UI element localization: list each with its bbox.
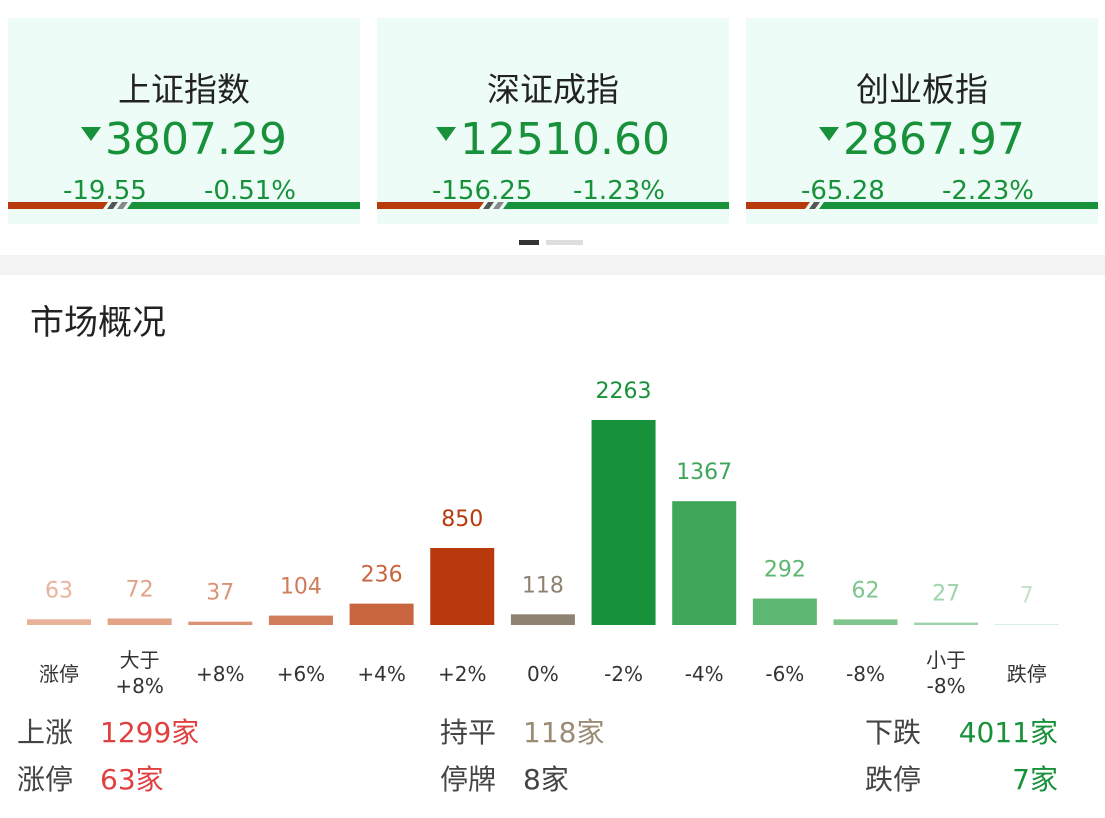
ratio-bar xyxy=(8,202,360,209)
value-label: 7 xyxy=(1020,583,1034,608)
category-label: 0% xyxy=(527,662,559,686)
index-value: 12510.60 xyxy=(377,114,729,166)
index-name: 上证指数 xyxy=(118,70,250,109)
summary-label: 停牌 xyxy=(440,763,497,796)
value-label: 63 xyxy=(45,578,73,603)
bar xyxy=(914,622,979,625)
summary-value: 63家 xyxy=(100,763,164,796)
value-label: 27 xyxy=(932,582,960,607)
value-label: 292 xyxy=(764,558,806,583)
bar xyxy=(107,618,172,625)
category-label: +8% xyxy=(196,662,245,686)
category-label: -4% xyxy=(684,662,724,686)
index-pct: -0.51% xyxy=(204,176,296,206)
value-label: 1367 xyxy=(676,460,732,485)
index-pct: -1.23% xyxy=(573,176,665,206)
value-label: 2263 xyxy=(596,379,652,404)
ratio-bar xyxy=(377,202,729,209)
down-arrow xyxy=(81,127,102,141)
bar xyxy=(994,624,1059,625)
index-pct: -2.23% xyxy=(942,176,1034,206)
summary-label: 上涨 xyxy=(17,716,74,749)
ratio-bar xyxy=(746,202,1098,209)
summary-label: 持平 xyxy=(440,716,497,749)
bar xyxy=(349,603,414,625)
bar xyxy=(672,501,737,625)
index-value-text: 12510.60 xyxy=(460,114,670,165)
value-label: 104 xyxy=(280,575,322,600)
index-change: -19.55 xyxy=(63,176,147,206)
bar-chart: 63 72 37 104 236 850 118 2263 1367 292 62 27 7 xyxy=(27,379,1059,625)
summary-value: 118家 xyxy=(523,716,605,749)
index-change: -156.25 xyxy=(432,176,533,206)
bar xyxy=(833,619,898,625)
page-indicator xyxy=(519,240,583,245)
category-label: 跌停 xyxy=(1006,662,1047,686)
category-label: +6% xyxy=(276,662,326,686)
index-value-text: 3807.29 xyxy=(105,114,287,165)
separator xyxy=(0,255,1105,275)
index-name: 深证成指 xyxy=(487,70,619,109)
bar xyxy=(752,598,817,625)
index-card[interactable]: 创业板指 2867.97 -65.28 -2.23% xyxy=(746,18,1098,224)
value-label: 850 xyxy=(441,507,483,532)
bar xyxy=(268,615,333,625)
bar xyxy=(510,614,575,625)
index-value-text: 2867.97 xyxy=(843,114,1025,165)
value-label: 37 xyxy=(206,581,234,606)
category-label: 大于 +8% xyxy=(115,648,164,698)
category-label: 涨停 xyxy=(39,662,79,686)
bar xyxy=(591,420,656,625)
category-label: -2% xyxy=(604,662,644,686)
bar xyxy=(27,619,91,625)
summary-value: 4011家 xyxy=(958,716,1058,749)
index-name: 创业板指 xyxy=(856,70,988,109)
category-label: -8% xyxy=(846,662,885,686)
index-card[interactable]: 深证成指 12510.60 -156.25 -1.23% xyxy=(377,18,729,224)
summary-label: 涨停 xyxy=(17,763,74,796)
bar xyxy=(430,548,495,625)
summary-value: 7家 xyxy=(1012,763,1058,796)
summary-label: 下跌 xyxy=(865,716,922,749)
category-label: +4% xyxy=(357,662,406,686)
summary-value: 8家 xyxy=(523,763,569,796)
index-value: 3807.29 xyxy=(8,114,360,166)
summary-value: 1299家 xyxy=(100,716,200,749)
category-label: 小于 -8% xyxy=(926,648,967,698)
summary-label: 跌停 xyxy=(865,763,922,796)
category-label: +2% xyxy=(438,662,487,686)
value-label: 72 xyxy=(126,577,154,602)
index-change: -65.28 xyxy=(801,176,885,206)
down-arrow xyxy=(436,127,457,141)
index-card[interactable]: 上证指数 3807.29 -19.55 -0.51% xyxy=(8,18,360,224)
down-arrow xyxy=(819,127,840,141)
value-label: 236 xyxy=(361,563,403,588)
section-title: 市场概况 xyxy=(30,303,166,343)
category-label: -6% xyxy=(765,662,805,686)
value-label: 62 xyxy=(852,578,880,603)
bar xyxy=(188,621,253,625)
value-label: 118 xyxy=(522,573,564,598)
index-value: 2867.97 xyxy=(746,114,1098,166)
